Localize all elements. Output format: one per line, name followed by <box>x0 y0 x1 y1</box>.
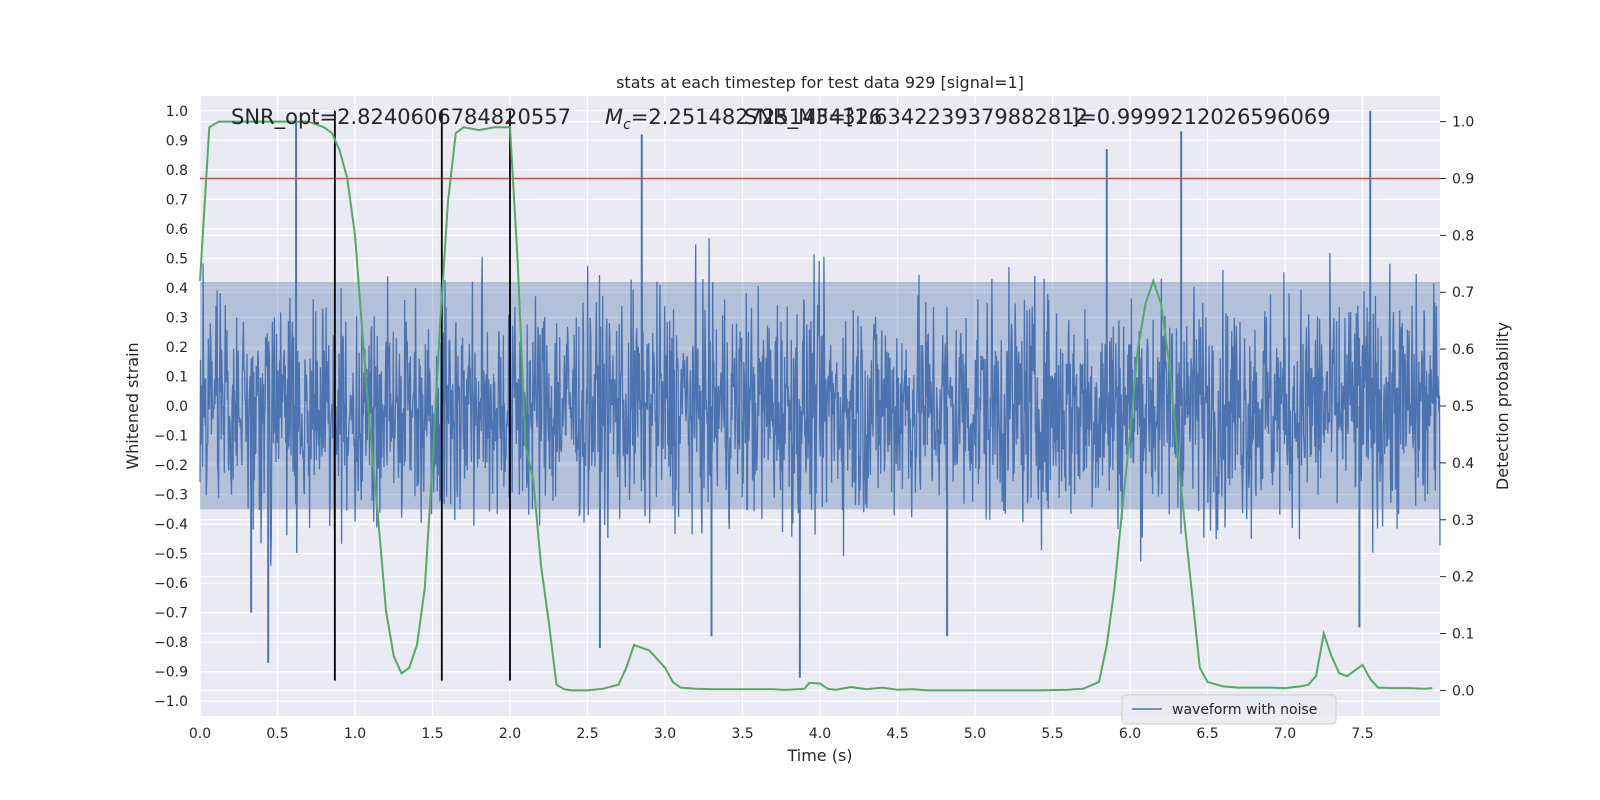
y-right-tick-labels: 1.0 0.9 0.8 0.7 0.6 0.5 0.4 0.3 0.2 0.1 0.0 <box>1440 115 1474 699</box>
y-right-axis-label: Detection probability <box>1493 322 1512 490</box>
y-tick-label: 0.6 <box>166 222 188 238</box>
y-tick-label: 1.0 <box>166 104 188 120</box>
x-tick-label: 1.0 <box>344 726 366 742</box>
detection-probability-line <box>199 120 1433 692</box>
y-tick-label: −1.0 <box>154 694 188 710</box>
strain-core-band <box>200 282 1440 510</box>
x-tick-label: 2.5 <box>576 726 598 742</box>
y-tick-label: 0.2 <box>166 340 188 356</box>
x-tick-label: 3.0 <box>654 726 676 742</box>
y-tick-label: 0.0 <box>166 399 188 415</box>
y-axis-label: Whitened strain <box>123 342 142 469</box>
y-tick-label: 0.9 <box>166 133 188 149</box>
legend-box <box>1121 694 1337 725</box>
y-tick-label: 0.7 <box>166 192 188 208</box>
x-tick-label: 6.5 <box>1196 726 1218 742</box>
chirp-mass-annotation: Mc=2.2514827251434326 <box>605 105 882 133</box>
y-right-tick-label: 0.3 <box>1452 513 1474 529</box>
y-tick-label: −0.4 <box>154 517 188 533</box>
x-tick-label: 2.0 <box>499 726 521 742</box>
snr-opt-annotation: SNR_opt=2.8240606784820557 <box>231 105 571 130</box>
y-right-tick-label: 0.1 <box>1452 627 1474 643</box>
chart-title: stats at each timestep for test data 929… <box>616 73 1024 92</box>
y-tick-label: −0.2 <box>154 458 188 474</box>
y-tick-label: 0.3 <box>166 310 188 326</box>
y-tick-label: −0.1 <box>154 429 188 445</box>
overlay <box>199 110 1440 692</box>
f-annotation: ]=0.9999212026596069 <box>1071 105 1331 129</box>
y-right-tick-label: 0.2 <box>1452 570 1474 586</box>
y-tick-label: 0.5 <box>166 251 188 267</box>
strain-series <box>199 110 1441 678</box>
y-tick-label: 0.4 <box>166 281 188 297</box>
y-right-tick-label: 0.6 <box>1452 342 1474 358</box>
y-tick-label: 0.8 <box>166 163 188 179</box>
x-tick-label: 0.5 <box>266 726 288 742</box>
x-axis-label: Time (s) <box>786 746 852 765</box>
x-tick-label: 5.0 <box>964 726 986 742</box>
y-tick-label: −0.3 <box>154 488 188 504</box>
y-tick-label: −0.9 <box>154 665 188 681</box>
y-tick-label: −0.8 <box>154 635 188 651</box>
x-tick-label: 3.5 <box>731 726 753 742</box>
annotations: SNR_opt=2.8240606784820557 Mc=2.25148272… <box>231 105 1331 133</box>
snr-mf-annotation: SNR_MF=[1.6342239379882812 <box>744 105 1088 130</box>
mc-subscript: c <box>623 117 631 133</box>
y-right-tick-label: 0.9 <box>1452 171 1474 187</box>
y-right-tick-label: 1.0 <box>1452 115 1474 131</box>
x-tick-label: 7.5 <box>1351 726 1373 742</box>
y-tick-label: −0.5 <box>154 547 188 563</box>
x-tick-label: 4.0 <box>809 726 831 742</box>
y-right-tick-label: 0.5 <box>1452 399 1474 415</box>
x-tick-label: 6.0 <box>1119 726 1141 742</box>
strain-line <box>199 237 1441 576</box>
y-tick-labels: 1.0 0.9 0.8 0.7 0.6 0.5 0.4 0.3 0.2 0.1 0.0 −0.1 −0.… <box>154 104 188 710</box>
y-right-tick-label: 0.8 <box>1452 228 1474 244</box>
x-tick-label: 1.5 <box>421 726 443 742</box>
y-tick-label: −0.7 <box>154 606 188 622</box>
mc-value: =2.2514827251434326 <box>631 105 882 129</box>
legend: waveform with noise <box>1121 694 1337 725</box>
x-tick-label: 7.0 <box>1274 726 1296 742</box>
y-right-tick-label: 0.7 <box>1452 285 1474 301</box>
mc-symbol: M <box>605 105 623 129</box>
x-tick-label: 5.5 <box>1041 726 1063 742</box>
y-tick-label: 0.1 <box>166 369 188 385</box>
y-tick-label: −0.6 <box>154 576 188 592</box>
y-right-tick-label: 0.0 <box>1452 683 1474 699</box>
x-tick-label: 0.0 <box>189 726 211 742</box>
y-right-tick-label: 0.4 <box>1452 456 1474 472</box>
legend-entry-waveform: waveform with noise <box>1172 702 1317 718</box>
x-tick-labels: 0.0 0.5 1.0 1.5 2.0 2.5 3.0 3.5 4.0 4.5 5.0 5.5 6.0 6… <box>189 726 1374 742</box>
x-tick-label: 4.5 <box>886 726 908 742</box>
